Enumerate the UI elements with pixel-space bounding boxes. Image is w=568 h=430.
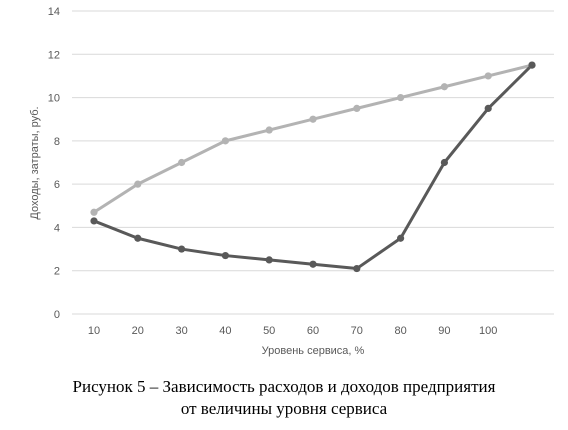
x-tick-label: 50: [263, 325, 275, 337]
data-point: [353, 104, 361, 112]
caption-line-1: Рисунок 5 – Зависимость расходов и доход…: [72, 377, 496, 396]
x-tick-label: 10: [88, 325, 100, 337]
x-axis-title: Уровень сервиса, %: [262, 345, 365, 357]
data-point: [528, 61, 536, 69]
series-lines: [93, 63, 534, 271]
y-tick-label: 8: [54, 136, 60, 148]
caption-line-2: от величины уровня сервиса: [180, 399, 388, 418]
data-point: [265, 256, 273, 264]
x-tick-labels: 10 20 30 40 50 60 70 80 90 100: [88, 325, 498, 337]
y-tick-label: 12: [48, 49, 60, 61]
y-tick-label: 14: [48, 6, 60, 18]
x-tick-label: 60: [307, 325, 319, 337]
x-tick-label: 40: [219, 325, 231, 337]
data-point: [90, 217, 98, 225]
data-point: [397, 234, 405, 242]
y-tick-label: 6: [54, 179, 60, 191]
series-line-2: [93, 64, 534, 271]
x-tick-label: 90: [438, 325, 450, 337]
data-point: [353, 264, 361, 273]
gridlines: [72, 10, 554, 315]
chart: 0 2 4 6 8 10 12 14 10 20 30 40 50 60 70 80 90 100 Доходы…: [29, 6, 554, 357]
y-tick-label: 2: [54, 266, 60, 278]
data-point: [90, 208, 98, 216]
y-tick-labels: 0 2 4 6 8 10 12 14: [48, 6, 60, 321]
y-tick-label: 0: [54, 309, 60, 321]
series-points: [90, 61, 536, 273]
y-tick-label: 10: [48, 93, 60, 105]
x-tick-label: 100: [479, 325, 497, 337]
data-point: [440, 83, 448, 91]
data-point: [397, 93, 405, 102]
x-tick-label: 20: [132, 325, 144, 337]
data-point: [134, 180, 142, 188]
data-point: [265, 126, 273, 134]
data-point: [440, 158, 448, 167]
x-tick-label: 70: [351, 325, 363, 337]
data-point: [178, 245, 186, 253]
data-point: [178, 158, 186, 167]
figure-caption: Рисунок 5 – Зависимость расходов и доход…: [0, 376, 568, 420]
x-tick-label: 80: [394, 325, 406, 337]
data-point: [484, 104, 492, 112]
data-point: [221, 251, 229, 260]
data-point: [134, 234, 142, 242]
data-point: [221, 137, 229, 145]
x-tick-label: 30: [175, 325, 187, 337]
data-point: [309, 260, 317, 268]
y-axis-title: Доходы, затраты, руб.: [29, 106, 41, 219]
data-point: [484, 72, 492, 80]
y-tick-label: 4: [54, 222, 60, 234]
data-point: [309, 115, 317, 123]
series-line-1: [93, 63, 533, 214]
